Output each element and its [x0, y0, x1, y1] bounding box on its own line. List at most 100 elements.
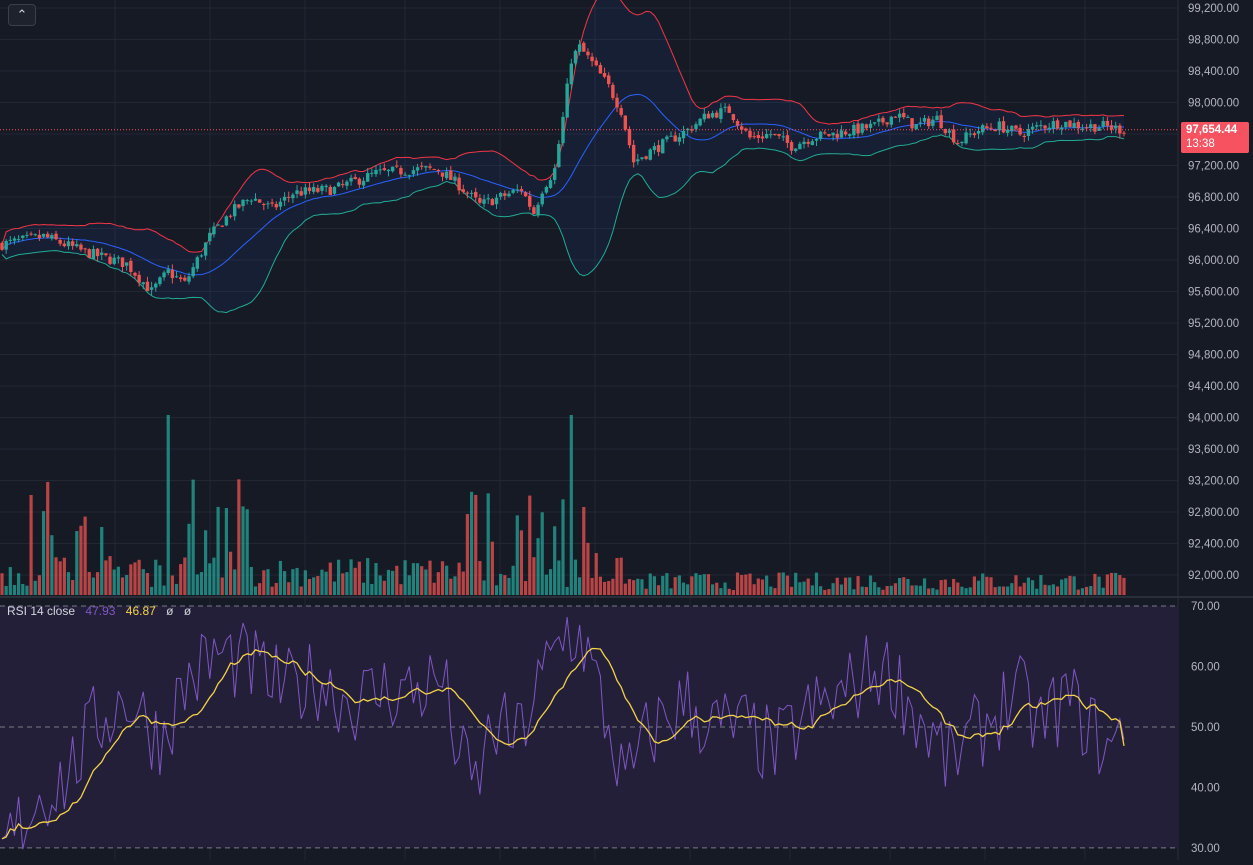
volume-bar	[307, 579, 312, 595]
volume-bars	[0, 415, 1126, 595]
candle-body	[303, 187, 308, 195]
volume-bar	[216, 506, 220, 595]
volume-bar	[702, 574, 706, 595]
candle-body	[95, 248, 100, 257]
candle-body	[690, 129, 694, 131]
volume-bar	[341, 573, 345, 595]
volume-bar	[337, 559, 341, 595]
volume-bar	[619, 557, 623, 595]
volume-bar	[370, 583, 374, 595]
candle-body	[868, 123, 873, 128]
volume-bar	[968, 587, 972, 595]
candle-body	[361, 180, 366, 186]
volume-bar	[299, 586, 303, 595]
candle-body	[37, 234, 42, 238]
volume-bar	[282, 571, 287, 595]
candle-body	[1109, 125, 1114, 130]
volume-bar	[382, 580, 386, 595]
volume-bar	[823, 589, 827, 595]
volume-bar	[4, 585, 8, 595]
candle-body	[872, 122, 877, 124]
candle-body	[719, 108, 723, 120]
candle-body	[1093, 124, 1097, 132]
volume-bar	[594, 553, 598, 595]
candle-body	[515, 189, 519, 191]
candle-body	[889, 116, 893, 125]
volume-bar	[889, 585, 893, 595]
volume-bar	[681, 582, 686, 595]
volume-bar	[320, 569, 324, 595]
candle-body	[33, 234, 37, 236]
candle-body	[133, 272, 137, 276]
candle-body	[810, 141, 815, 146]
candle-body	[727, 106, 731, 113]
volume-bar	[553, 526, 557, 595]
candle-body	[823, 132, 827, 134]
candle-body	[436, 169, 441, 172]
candle-body	[631, 144, 636, 163]
candle-body	[1035, 125, 1039, 127]
candle-body	[881, 117, 885, 123]
volume-bar	[769, 586, 773, 595]
volume-bar	[756, 578, 760, 595]
candle-body	[1113, 125, 1118, 129]
volume-bar	[125, 574, 129, 595]
candle-body	[220, 225, 224, 227]
volume-bar	[274, 582, 278, 595]
candle-body	[137, 274, 141, 283]
rsi-ma-line	[1, 647, 1125, 840]
volume-bar	[519, 530, 524, 595]
volume-bar	[939, 580, 943, 595]
volume-bar	[179, 564, 183, 595]
candle-body	[486, 198, 490, 200]
candle-body	[299, 191, 303, 196]
volume-bar	[1089, 586, 1093, 595]
volume-bar	[810, 585, 814, 595]
price-axis[interactable]: 99,200.00 98,800.00 98,400.00 98,000.00 97,6…	[1188, 3, 1239, 855]
candle-body	[116, 257, 121, 259]
rsi-tick-label: 40.00	[1191, 782, 1220, 794]
price-tick-label: 94,800.00	[1188, 350, 1239, 362]
rsi-legend[interactable]: RSI 14 close 47.93 46.87 ø ø	[7, 604, 198, 618]
candle-body	[769, 134, 773, 136]
volume-bar	[145, 573, 150, 595]
candle-body	[29, 233, 33, 235]
volume-bar	[1014, 575, 1018, 595]
candle-body	[1097, 127, 1101, 131]
volume-bar	[457, 562, 461, 595]
price-tick-label: 98,000.00	[1188, 98, 1239, 110]
volume-bar	[46, 481, 50, 595]
volume-bar	[25, 585, 29, 595]
volume-bar	[819, 586, 823, 595]
volume-bar	[154, 559, 158, 595]
candle-body	[794, 148, 798, 151]
candle-body	[162, 272, 166, 278]
candle-body	[956, 143, 960, 145]
volume-bar	[972, 576, 976, 595]
volume-bar	[199, 572, 204, 595]
volume-bar	[740, 574, 744, 595]
rsi-ma-value: 46.87	[125, 604, 156, 618]
candle-body	[677, 137, 682, 142]
volume-bar	[208, 563, 212, 595]
volume-bar	[997, 586, 1001, 595]
volume-bar	[964, 588, 968, 595]
bollinger-bands	[1, 0, 1125, 314]
volume-bar	[636, 578, 640, 595]
candle-body	[569, 63, 574, 85]
candle-body	[523, 192, 528, 197]
volume-bar	[1080, 588, 1085, 595]
candle-body	[598, 65, 603, 74]
candle-body	[781, 136, 785, 138]
volume-bar	[482, 580, 486, 595]
collapse-button[interactable]: ⌃	[8, 4, 36, 26]
volume-bar	[237, 479, 241, 595]
volume-bar	[806, 578, 810, 595]
volume-bar	[852, 589, 856, 595]
candle-body	[619, 108, 623, 115]
candle-body	[710, 113, 715, 118]
volume-bar	[602, 581, 607, 595]
volume-bar	[952, 578, 956, 595]
